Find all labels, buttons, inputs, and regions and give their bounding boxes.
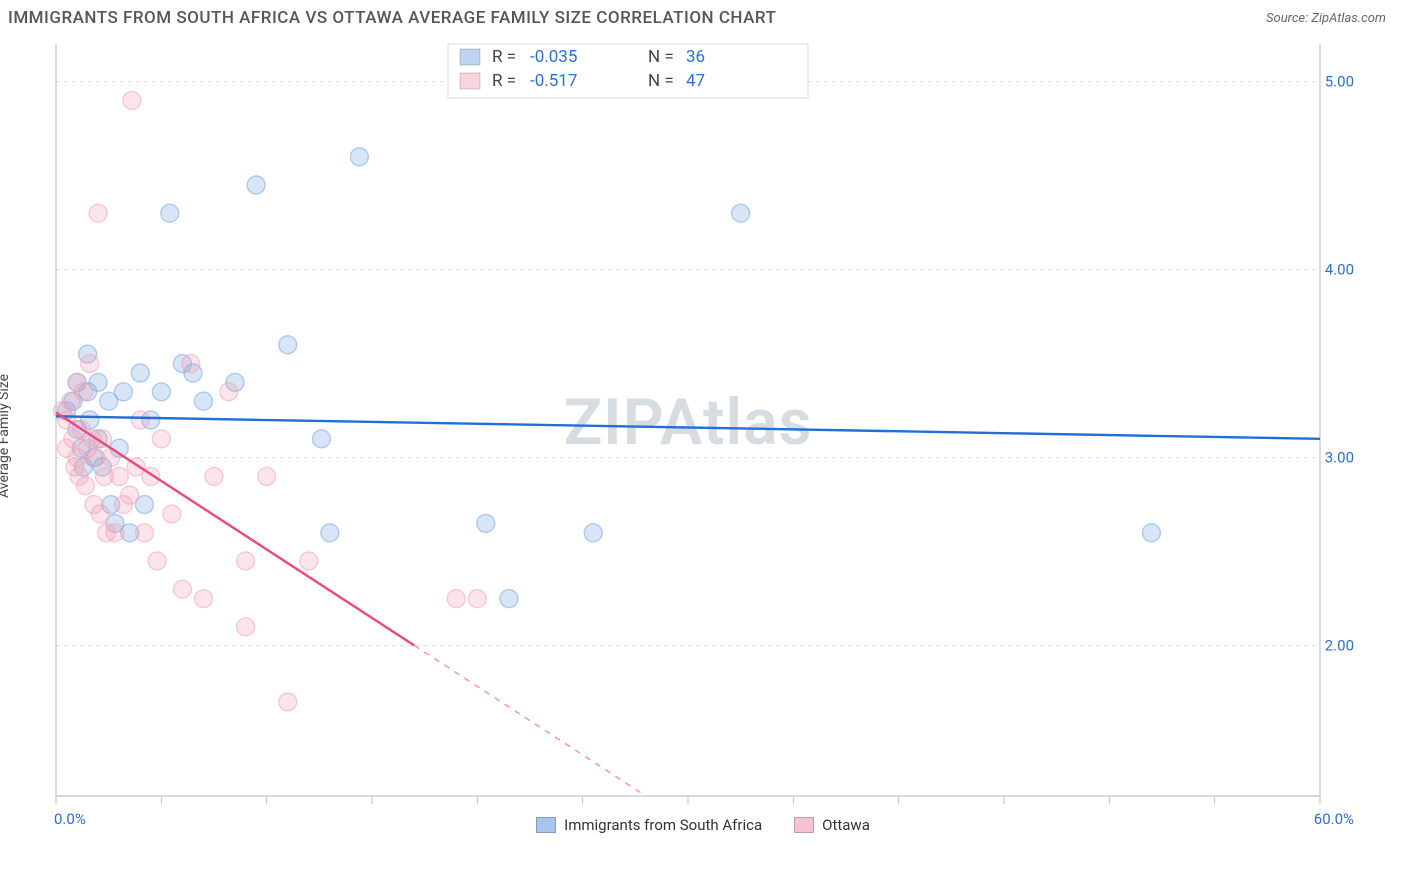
svg-text:3.00: 3.00 (1325, 449, 1354, 467)
legend-item-series2: Ottawa (794, 816, 870, 834)
legend-label-2: Ottawa (822, 816, 870, 834)
bottom-legend: Immigrants from South Africa Ottawa (10, 816, 1396, 834)
svg-text:5.00: 5.00 (1325, 73, 1354, 91)
chart-container: Average Family Size 2.003.004.005.000.0%… (10, 36, 1396, 836)
legend-item-series1: Immigrants from South Africa (536, 816, 762, 834)
svg-text:R =: R = (492, 71, 516, 91)
legend-label-1: Immigrants from South Africa (564, 816, 762, 834)
svg-text:47: 47 (686, 71, 705, 91)
scatter-chart: 2.003.004.005.000.0%60.0%ZIPAtlasR =-0.0… (10, 36, 1356, 836)
svg-text:4.00: 4.00 (1325, 261, 1354, 279)
svg-text:-0.517: -0.517 (530, 71, 577, 91)
svg-text:N =: N = (648, 71, 674, 91)
svg-text:2.00: 2.00 (1325, 637, 1354, 655)
svg-text:-0.035: -0.035 (530, 47, 577, 67)
svg-text:N =: N = (648, 47, 674, 67)
legend-swatch-2 (794, 817, 814, 833)
svg-text:ZIPAtlas: ZIPAtlas (564, 385, 813, 460)
svg-text:R =: R = (492, 47, 516, 67)
legend-swatch-1 (536, 817, 556, 833)
svg-text:36: 36 (686, 47, 705, 67)
page-title: IMMIGRANTS FROM SOUTH AFRICA VS OTTAWA A… (8, 8, 776, 28)
source-credit: Source: ZipAtlas.com (1266, 11, 1386, 26)
y-axis-label: Average Family Size (0, 374, 12, 498)
